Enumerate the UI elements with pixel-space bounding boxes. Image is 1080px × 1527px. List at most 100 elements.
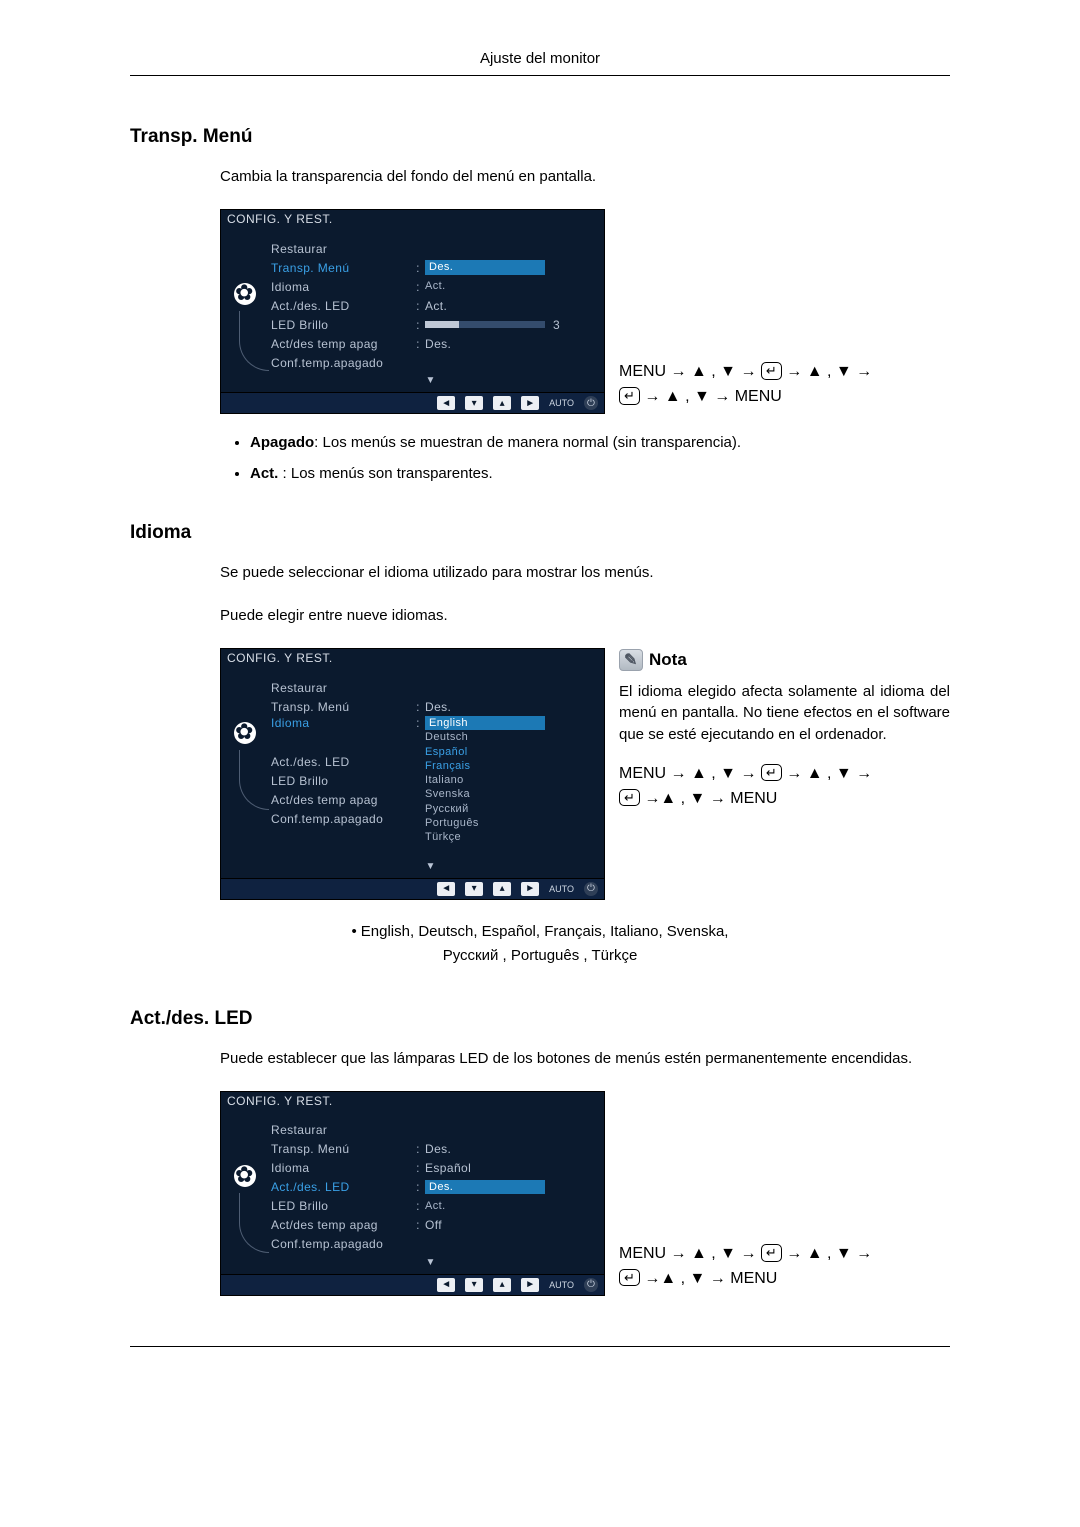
osd-label: Transp. Menú	[271, 1142, 411, 1156]
section-led: Act./des. LED Puede establecer que las l…	[130, 1008, 950, 1296]
lang-option[interactable]: Русский	[425, 802, 590, 816]
page-header: Ajuste del monitor	[130, 40, 950, 76]
osd-value: Des.	[425, 1142, 590, 1156]
lang-option[interactable]: Español	[425, 745, 590, 759]
enter-icon: ↵	[619, 789, 640, 807]
footer-auto[interactable]: AUTO	[549, 1278, 574, 1292]
osd-label: Act/des temp apag	[271, 793, 411, 807]
section-idioma: Idioma Se puede seleccionar el idioma ut…	[130, 522, 950, 968]
osd-value: Des.	[425, 260, 545, 274]
nav-sequence: MENU → ▲ , ▼ → ↵ → ▲ , ▼ → ↵ →▲ , ▼ → ME…	[619, 762, 950, 816]
osd-value: Des.	[425, 1180, 545, 1194]
footer-down-icon[interactable]: ▾	[465, 882, 483, 896]
footer-auto[interactable]: AUTO	[549, 396, 574, 410]
bullet: Act. : Los menús son transparentes.	[250, 465, 950, 482]
footer-right-icon[interactable]: ►	[521, 396, 539, 410]
enter-icon: ↵	[619, 1269, 640, 1287]
osd-value: Off	[425, 1218, 590, 1232]
note-icon	[619, 649, 643, 671]
osd-label: Idioma	[271, 280, 411, 294]
footer-power-icon[interactable]: ⏻	[584, 1278, 598, 1292]
gear-icon	[234, 1165, 256, 1187]
enter-icon: ↵	[761, 362, 782, 380]
osd-label: Idioma	[271, 716, 411, 730]
footer-left-icon[interactable]: ◄	[437, 396, 455, 410]
osd-idioma: CONFIG. Y REST. Restaurar Transp. Menú :…	[220, 648, 605, 900]
osd-title: CONFIG. Y REST.	[221, 1092, 604, 1111]
footer-up-icon[interactable]: ▴	[493, 882, 511, 896]
lang-option[interactable]: Türkçe	[425, 830, 590, 844]
brightness-value: 3	[553, 318, 560, 332]
nav-sequence: MENU → ▲ , ▼ → ↵ → ▲ , ▼ → ↵ → ▲ , ▼ → M…	[619, 360, 872, 414]
chevron-down-icon: ▼	[271, 375, 590, 386]
osd-label: Act./des. LED	[271, 299, 411, 313]
osd-label: Conf.temp.apagado	[271, 1237, 411, 1251]
footer-down-icon[interactable]: ▾	[465, 1278, 483, 1292]
osd-value: Des.	[425, 700, 590, 714]
osd-footer: ◄ ▾ ▴ ► AUTO ⏻	[221, 878, 604, 899]
osd-value: Act.	[425, 1199, 590, 1213]
osd-led: CONFIG. Y REST. Restaurar Transp. Menú :…	[220, 1091, 605, 1296]
gear-icon	[234, 283, 256, 305]
osd-label: Restaurar	[271, 1123, 411, 1137]
osd-label: Transp. Menú	[271, 261, 411, 275]
osd-label: LED Brillo	[271, 1199, 411, 1213]
footer-left-icon[interactable]: ◄	[437, 882, 455, 896]
osd-value: Español	[425, 1161, 590, 1175]
transp-bullets: Apagado: Los menús se muestran de manera…	[250, 434, 950, 482]
gear-icon	[234, 722, 256, 744]
language-list: •English, Deutsch, Español, Français, It…	[130, 920, 950, 968]
curve-decoration	[239, 1193, 269, 1253]
osd-label: Restaurar	[271, 681, 411, 695]
footer-left-icon[interactable]: ◄	[437, 1278, 455, 1292]
osd-label: LED Brillo	[271, 774, 411, 788]
footer-right-icon[interactable]: ►	[521, 1278, 539, 1292]
enter-icon: ↵	[619, 387, 640, 405]
osd-label: Restaurar	[271, 242, 411, 256]
osd-title: CONFIG. Y REST.	[221, 210, 604, 229]
led-title: Act./des. LED	[130, 1008, 950, 1030]
curve-decoration	[239, 750, 269, 810]
footer-down-icon[interactable]: ▾	[465, 396, 483, 410]
lang-option[interactable]: English	[425, 716, 545, 730]
lang-option[interactable]: Italiano	[425, 773, 590, 787]
osd-label: Transp. Menú	[271, 700, 411, 714]
osd-footer: ◄ ▾ ▴ ► AUTO ⏻	[221, 1274, 604, 1295]
osd-footer: ◄ ▾ ▴ ► AUTO ⏻	[221, 392, 604, 413]
osd-label: Act/des temp apag	[271, 337, 411, 351]
bullet: Apagado: Los menús se muestran de manera…	[250, 434, 950, 451]
osd-title: CONFIG. Y REST.	[221, 649, 604, 668]
footer-up-icon[interactable]: ▴	[493, 396, 511, 410]
osd-label: Act/des temp apag	[271, 1218, 411, 1232]
lang-option[interactable]: Português	[425, 816, 590, 830]
bottom-rule	[130, 1346, 950, 1347]
footer-up-icon[interactable]: ▴	[493, 1278, 511, 1292]
led-desc: Puede establecer que las lámparas LED de…	[220, 1048, 950, 1069]
transp-title: Transp. Menú	[130, 126, 950, 148]
nota-label: Nota	[649, 648, 687, 673]
lang-option[interactable]: Svenska	[425, 787, 590, 801]
osd-label: Act./des. LED	[271, 1180, 411, 1194]
nota-text: El idioma elegido afecta solamente al id…	[619, 681, 950, 746]
footer-right-icon[interactable]: ►	[521, 882, 539, 896]
chevron-down-icon: ▼	[271, 861, 590, 872]
section-transp: Transp. Menú Cambia la transparencia del…	[130, 126, 950, 482]
footer-power-icon[interactable]: ⏻	[584, 396, 598, 410]
nav-sequence: MENU → ▲ , ▼ → ↵ → ▲ , ▼ → ↵ →▲ , ▼ → ME…	[619, 1242, 872, 1296]
footer-power-icon[interactable]: ⏻	[584, 882, 598, 896]
osd-label: Idioma	[271, 1161, 411, 1175]
idioma-desc2: Puede elegir entre nueve idiomas.	[220, 605, 950, 626]
osd-value: Act.	[425, 279, 590, 293]
brightness-slider[interactable]	[425, 321, 545, 328]
footer-auto[interactable]: AUTO	[549, 882, 574, 896]
idioma-desc1: Se puede seleccionar el idioma utilizado…	[220, 562, 950, 583]
curve-decoration	[239, 311, 269, 371]
osd-label: LED Brillo	[271, 318, 411, 332]
enter-icon: ↵	[761, 764, 782, 782]
lang-option[interactable]: Deutsch	[425, 730, 590, 744]
transp-desc: Cambia la transparencia del fondo del me…	[220, 166, 950, 187]
chevron-down-icon: ▼	[271, 1257, 590, 1268]
osd-value: Des.	[425, 337, 590, 351]
osd-label: Act./des. LED	[271, 755, 411, 769]
lang-option[interactable]: Français	[425, 759, 590, 773]
